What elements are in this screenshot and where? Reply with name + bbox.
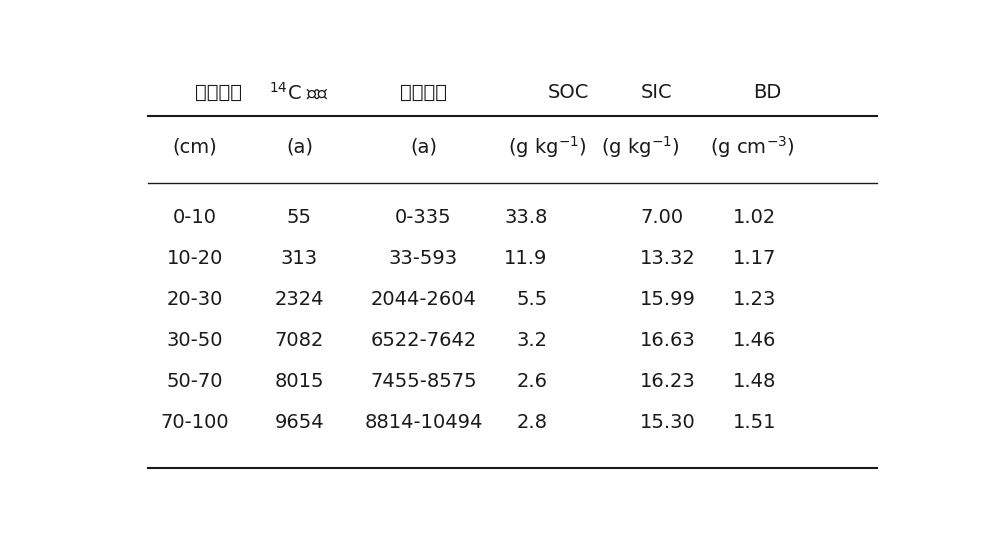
Text: 8814-10494: 8814-10494 — [364, 414, 483, 432]
Text: $^{14}$C 年龄: $^{14}$C 年龄 — [269, 82, 329, 104]
Text: 7082: 7082 — [275, 331, 324, 350]
Text: (g kg$^{-1}$): (g kg$^{-1}$) — [508, 134, 587, 160]
Text: (g kg$^{-1}$): (g kg$^{-1}$) — [601, 134, 680, 160]
Text: 313: 313 — [281, 249, 318, 268]
Text: 33-593: 33-593 — [389, 249, 458, 268]
Text: 50-70: 50-70 — [166, 372, 223, 391]
Text: 13.32: 13.32 — [640, 249, 696, 268]
Text: 70-100: 70-100 — [160, 414, 229, 432]
Text: 16.23: 16.23 — [640, 372, 696, 391]
Text: SIC: SIC — [640, 83, 672, 102]
Text: 2.6: 2.6 — [516, 372, 547, 391]
Text: (a): (a) — [410, 138, 437, 157]
Text: 15.30: 15.30 — [640, 414, 696, 432]
Text: 1.48: 1.48 — [733, 372, 776, 391]
Text: 7455-8575: 7455-8575 — [370, 372, 477, 391]
Text: 1.17: 1.17 — [733, 249, 776, 268]
Text: 33.8: 33.8 — [504, 208, 547, 227]
Text: (cm): (cm) — [172, 138, 217, 157]
Text: 5.5: 5.5 — [516, 290, 547, 309]
Text: 10-20: 10-20 — [167, 249, 223, 268]
Text: 3.2: 3.2 — [516, 331, 547, 350]
Text: 1.46: 1.46 — [733, 331, 776, 350]
Text: 1.23: 1.23 — [733, 290, 776, 309]
Text: SOC: SOC — [547, 83, 589, 102]
Text: 16.63: 16.63 — [640, 331, 696, 350]
Text: 年龄范围: 年龄范围 — [400, 83, 447, 102]
Text: 2044-2604: 2044-2604 — [370, 290, 476, 309]
Text: 7.00: 7.00 — [640, 208, 684, 227]
Text: 8015: 8015 — [275, 372, 324, 391]
Text: 0-335: 0-335 — [395, 208, 452, 227]
Text: 30-50: 30-50 — [166, 331, 223, 350]
Text: 11.9: 11.9 — [504, 249, 547, 268]
Text: 9654: 9654 — [275, 414, 324, 432]
Text: 6522-7642: 6522-7642 — [370, 331, 477, 350]
Text: 0-10: 0-10 — [173, 208, 217, 227]
Text: BD: BD — [753, 83, 781, 102]
Text: 20-30: 20-30 — [167, 290, 223, 309]
Text: 55: 55 — [287, 208, 312, 227]
Text: 1.02: 1.02 — [733, 208, 776, 227]
Text: 1.51: 1.51 — [732, 414, 776, 432]
Text: (g cm$^{-3}$): (g cm$^{-3}$) — [710, 134, 795, 160]
Text: (a): (a) — [286, 138, 313, 157]
Text: 2324: 2324 — [275, 290, 324, 309]
Text: 土层深度: 土层深度 — [195, 83, 242, 102]
Text: 2.8: 2.8 — [516, 414, 547, 432]
Text: 15.99: 15.99 — [640, 290, 696, 309]
